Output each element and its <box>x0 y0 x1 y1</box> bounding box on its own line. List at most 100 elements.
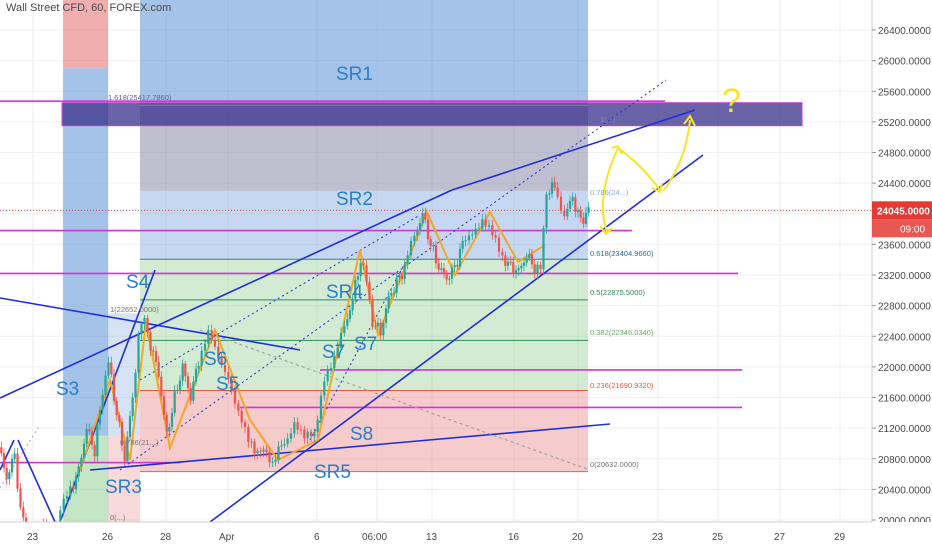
time-tick-label: 29 <box>834 532 846 543</box>
candle-body <box>481 219 484 229</box>
candle-body <box>501 251 504 256</box>
candle-body <box>247 426 250 442</box>
candle-body <box>429 239 432 246</box>
candle-body <box>123 445 126 462</box>
candle-body <box>413 235 416 242</box>
trendline-lower-channel <box>209 154 704 523</box>
candle-body <box>237 403 240 411</box>
price-tick-label: 23600.0000 <box>878 240 931 251</box>
candle-body <box>146 317 149 333</box>
trendline-dotted-s7 <box>309 249 413 441</box>
candle-body <box>497 237 501 252</box>
price-tick-label: 22800.0000 <box>878 302 931 313</box>
candle-body <box>13 453 16 459</box>
candle-body <box>456 265 459 267</box>
candle-body <box>126 436 129 462</box>
zone-label-sr3: SR3 <box>105 477 142 498</box>
candle-body <box>522 262 526 266</box>
price-tick-label: 20800.0000 <box>878 455 931 466</box>
trendline-upper-channel <box>0 189 453 399</box>
candle-body <box>333 356 336 369</box>
candle-body <box>491 225 494 236</box>
candle-body <box>494 235 497 238</box>
candle-body <box>517 268 520 271</box>
trendline-upper-channel-ext <box>451 109 696 191</box>
candle-body <box>416 230 419 236</box>
candle-body <box>90 431 94 445</box>
candle-body <box>162 396 166 416</box>
candle-body <box>392 292 396 294</box>
candle-body <box>93 444 96 457</box>
candle-body <box>59 510 62 525</box>
time-tick-label: 23 <box>27 532 39 543</box>
yellow-arrowhead-3 <box>683 114 696 127</box>
time-tick-label: 13 <box>426 532 438 543</box>
candle-body <box>280 445 283 447</box>
candle-body <box>474 228 477 235</box>
time-tick-label: 25 <box>712 532 724 543</box>
candle-body <box>458 248 462 267</box>
fib-label-5: 0(20632.0000) <box>590 460 639 469</box>
zone-label-sr5: SR5 <box>314 462 351 483</box>
candle-body <box>316 419 319 432</box>
candle-body <box>134 372 137 398</box>
candle-body <box>371 300 374 327</box>
candle-body <box>74 476 78 490</box>
question-mark-annotation: ? <box>722 82 741 120</box>
candle-body <box>152 350 155 352</box>
candle-body <box>556 187 559 197</box>
candle-body <box>265 449 268 452</box>
candle-body <box>584 212 588 224</box>
candle-body <box>250 441 253 443</box>
candle-body <box>200 350 203 367</box>
candle-body <box>582 217 585 224</box>
candle-body <box>421 213 424 224</box>
candle-body <box>306 431 309 439</box>
candle-body <box>434 245 438 264</box>
candle-body <box>176 390 179 392</box>
candle-body <box>189 388 192 401</box>
candle-body <box>22 507 25 518</box>
candle-body <box>566 208 569 217</box>
candle-body <box>487 225 491 227</box>
price-tick-label: 22000.0000 <box>878 363 931 374</box>
time-tick-label: 27 <box>774 532 786 543</box>
candle-body <box>217 346 220 358</box>
candle-body <box>587 207 590 213</box>
zone-blue-top <box>140 0 588 103</box>
time-tick-label: Apr <box>219 532 235 543</box>
candle-body <box>137 334 140 373</box>
candle-body <box>528 254 531 259</box>
candle-body <box>110 362 113 375</box>
candle-body <box>77 466 80 477</box>
price-tick-label: 22400.0000 <box>878 332 931 343</box>
candle-body <box>299 429 303 431</box>
candle-body <box>194 368 198 382</box>
yellow-arrowhead-2 <box>651 182 663 194</box>
candle-body <box>362 263 365 266</box>
candle-body <box>207 330 210 344</box>
zone-left-red <box>63 0 108 69</box>
candle-body <box>409 241 413 256</box>
candle-body <box>192 381 195 401</box>
time-tick-label: 6 <box>314 532 320 543</box>
yellow-arrow-2 <box>617 147 661 191</box>
candle-body <box>80 457 83 467</box>
candle-body <box>115 400 118 416</box>
candle-body <box>88 429 91 432</box>
candle-body <box>186 376 190 389</box>
zone-green <box>140 259 588 390</box>
candle-body <box>274 459 277 462</box>
candle-body <box>514 270 518 274</box>
candle-body <box>387 295 390 309</box>
countdown-value: 09:00 <box>900 224 925 235</box>
candle-body <box>536 264 539 274</box>
candle-body <box>323 381 326 396</box>
candle-body <box>286 438 289 445</box>
candle-body <box>227 372 230 380</box>
candle-body <box>509 261 512 263</box>
trendline-downsloping <box>0 297 301 351</box>
candle-body <box>313 431 316 437</box>
candle-body <box>309 431 313 437</box>
